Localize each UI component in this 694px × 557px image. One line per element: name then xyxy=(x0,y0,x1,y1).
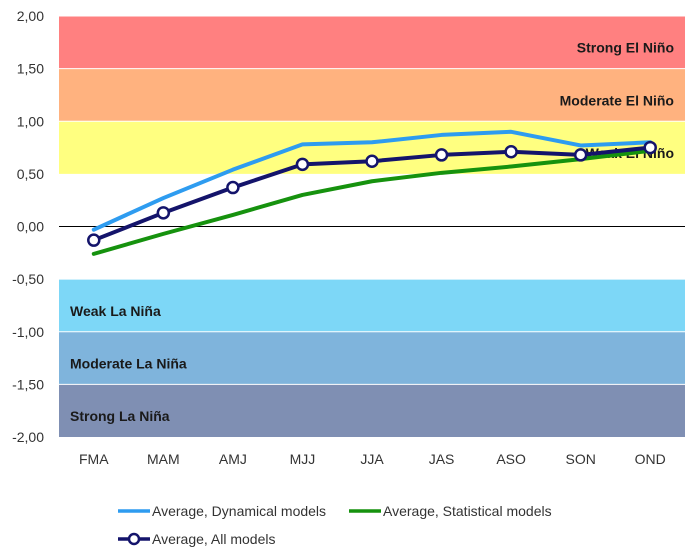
band-label: Strong La Niña xyxy=(70,408,170,424)
y-tick-label: -1,00 xyxy=(12,324,44,340)
x-tick-label: MJJ xyxy=(290,451,316,467)
y-tick-label: -1,50 xyxy=(12,376,44,392)
data-point xyxy=(643,140,657,155)
x-tick-label: SON xyxy=(565,451,595,467)
data-point xyxy=(504,145,518,159)
series-line-2 xyxy=(91,148,653,256)
legend-label: Average, Statistical models xyxy=(383,503,552,519)
data-point xyxy=(87,233,101,247)
legend-label: Average, All models xyxy=(152,531,275,547)
series-line-1 xyxy=(91,129,653,232)
data-point xyxy=(365,154,379,168)
band-2 xyxy=(59,68,685,122)
data-point xyxy=(156,206,171,220)
y-tick-label: 1,00 xyxy=(17,113,44,129)
y-tick-label: 1,50 xyxy=(17,61,44,77)
band-6 xyxy=(59,384,685,437)
legend-marker xyxy=(127,532,141,546)
band-label: Weak La Niña xyxy=(70,303,161,319)
band-4 xyxy=(59,279,685,332)
x-tick-label: ASO xyxy=(496,451,526,467)
data-point xyxy=(295,157,310,172)
x-tick-label: FMA xyxy=(79,451,109,467)
y-tick-label: -0,50 xyxy=(12,271,44,287)
axes: 2,00 1,50 1,00 0,50 0,00 -0,50 -1,00 -1,50 -2,00… xyxy=(12,8,685,467)
band-label: Strong El Niño xyxy=(577,40,674,56)
y-tick-label: 0,00 xyxy=(17,219,44,235)
band-label: Moderate El Niño xyxy=(560,92,674,108)
band-label: Moderate La Niña xyxy=(70,355,187,371)
y-tick-label: 0,50 xyxy=(17,166,44,182)
x-tick-label: MAM xyxy=(147,451,180,467)
legend-label: Average, Dynamical models xyxy=(152,503,326,519)
x-tick-label: JAS xyxy=(429,451,455,467)
legend: Average, Dynamical models Average, Statis… xyxy=(118,503,552,547)
data-point xyxy=(434,148,449,162)
data-point xyxy=(226,180,240,195)
x-tick-label: AMJ xyxy=(219,451,247,467)
x-tick-label: OND xyxy=(635,451,666,467)
y-tick-label: 2,00 xyxy=(17,8,44,24)
series-lines xyxy=(87,129,657,256)
y-tick-label: -2,00 xyxy=(12,429,44,445)
data-point xyxy=(573,148,588,162)
band-5 xyxy=(59,331,685,385)
x-tick-label: JJA xyxy=(360,451,384,467)
band-1 xyxy=(59,16,685,69)
